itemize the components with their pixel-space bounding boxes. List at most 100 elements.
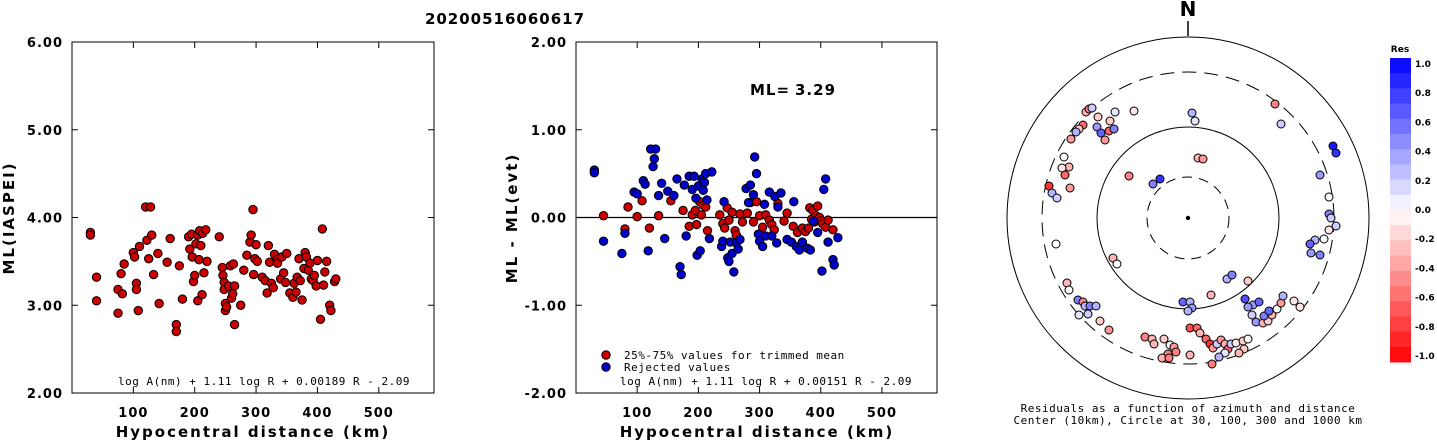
left-point bbox=[117, 289, 128, 299]
left-xtick-label: 500 bbox=[364, 406, 394, 421]
polar-station-point bbox=[1234, 348, 1244, 358]
polar-station-point bbox=[1059, 152, 1069, 162]
polar-station-point bbox=[1164, 353, 1174, 363]
left-point bbox=[153, 248, 163, 259]
left-point bbox=[248, 204, 258, 215]
left-point bbox=[116, 268, 126, 279]
colorbar-tick-label: -0.6 bbox=[1415, 294, 1435, 304]
polar-station-point bbox=[1148, 179, 1158, 189]
left-xtick-label: 200 bbox=[180, 406, 210, 421]
left-point bbox=[194, 254, 204, 265]
colorbar-tick-label: 0.4 bbox=[1415, 148, 1431, 158]
colorbar-tick-label: 0.6 bbox=[1415, 118, 1431, 128]
middle-point bbox=[724, 256, 734, 267]
middle-point bbox=[773, 202, 783, 212]
left-point bbox=[147, 230, 157, 240]
polar-station-point bbox=[1315, 170, 1325, 180]
middle-point bbox=[669, 190, 679, 201]
colorbar-cell bbox=[1390, 346, 1411, 363]
left-point bbox=[246, 230, 256, 240]
middle-point bbox=[704, 233, 715, 244]
middle-point bbox=[623, 202, 633, 212]
left-point bbox=[280, 277, 291, 288]
polar-station-point bbox=[1278, 291, 1288, 301]
middle-point bbox=[632, 189, 642, 199]
middle-point bbox=[620, 228, 630, 238]
middle-point bbox=[650, 144, 661, 154]
middle-point bbox=[782, 208, 792, 218]
left-ytick-label: 2.00 bbox=[27, 387, 63, 402]
legend-marker-trimmed bbox=[601, 350, 611, 360]
polar-station-point bbox=[1149, 339, 1159, 349]
colorbar-cell bbox=[1390, 149, 1411, 165]
left-point bbox=[196, 240, 206, 251]
middle-point bbox=[617, 248, 627, 259]
left-point bbox=[85, 230, 96, 240]
polar-station-point bbox=[1243, 302, 1253, 312]
left-ytick-label: 6.00 bbox=[27, 36, 63, 51]
middle-point bbox=[829, 260, 839, 270]
left-point bbox=[133, 305, 143, 316]
colorbar-cell bbox=[1390, 270, 1411, 287]
middle-ytick-label: 0.00 bbox=[531, 212, 567, 227]
middle-point bbox=[715, 210, 725, 220]
polar-station-point bbox=[1124, 171, 1134, 181]
middle-point bbox=[735, 234, 745, 245]
colorbar-cell bbox=[1390, 255, 1411, 272]
middle-point bbox=[632, 211, 642, 222]
polar-station-point bbox=[1326, 213, 1336, 223]
colorbar-tick-label: 0.2 bbox=[1415, 177, 1431, 187]
middle-point bbox=[702, 195, 712, 205]
left-ytick-label: 4.00 bbox=[27, 212, 63, 227]
left-point bbox=[278, 268, 289, 278]
axes-left: 100 200 300 400 500 2.00 3.00 4.00 5.00 6.00 bbox=[27, 36, 434, 421]
left-point bbox=[309, 270, 320, 281]
polar-station-point bbox=[1064, 285, 1074, 295]
left-point bbox=[171, 326, 182, 337]
middle-xtick-label: 100 bbox=[622, 406, 652, 421]
middle-point bbox=[808, 216, 819, 226]
middle-point bbox=[819, 184, 829, 195]
middle-point bbox=[707, 167, 717, 177]
left-ytick-label: 3.00 bbox=[27, 299, 63, 314]
left-point bbox=[312, 255, 323, 266]
polar-station-point bbox=[1243, 276, 1253, 286]
polar-station-point bbox=[1289, 296, 1299, 306]
middle-xtick-label: 300 bbox=[744, 406, 774, 421]
left-point bbox=[148, 269, 159, 280]
polar-station-point bbox=[1195, 328, 1205, 338]
colorbar-cell bbox=[1390, 118, 1411, 135]
left-point bbox=[321, 256, 332, 267]
xlabel-middle: Hypocentral distance (km) bbox=[620, 423, 895, 441]
left-point bbox=[229, 319, 240, 330]
middle-point bbox=[833, 232, 843, 243]
left-point bbox=[202, 256, 212, 267]
colorbar-cell bbox=[1390, 194, 1411, 211]
colorbar-tick-label: -0.4 bbox=[1415, 264, 1435, 274]
polar-station-point bbox=[1110, 107, 1120, 117]
points-middle bbox=[589, 144, 843, 280]
polar-station-point bbox=[1091, 301, 1101, 311]
polar-station-point bbox=[1095, 316, 1105, 326]
middle-point bbox=[812, 227, 823, 238]
polar-station-point bbox=[1100, 135, 1110, 145]
middle-point bbox=[748, 217, 759, 227]
colorbar-tick-label: -1.0 bbox=[1415, 352, 1435, 362]
middle-point bbox=[681, 231, 691, 241]
left-ytick-label: 5.00 bbox=[27, 124, 63, 139]
polar-station-point bbox=[1052, 193, 1062, 203]
polar-station-point bbox=[1240, 294, 1250, 304]
left-point bbox=[129, 252, 140, 262]
colorbar-cell bbox=[1390, 58, 1411, 74]
middle-point bbox=[805, 245, 816, 255]
middle-point bbox=[751, 168, 762, 179]
middle-point bbox=[637, 196, 647, 206]
residual-colorbar: Res 1.0 0.8 0.6 0.4 0.2 0.0 -0.2 -0.4 -0.6 -0.8 -1… bbox=[1390, 45, 1435, 363]
middle-point bbox=[699, 177, 710, 188]
colorbar-cell bbox=[1390, 179, 1411, 196]
middle-point bbox=[589, 168, 600, 178]
left-point bbox=[252, 256, 262, 267]
ml-value: 3.29 bbox=[795, 81, 836, 99]
left-point bbox=[221, 302, 232, 312]
